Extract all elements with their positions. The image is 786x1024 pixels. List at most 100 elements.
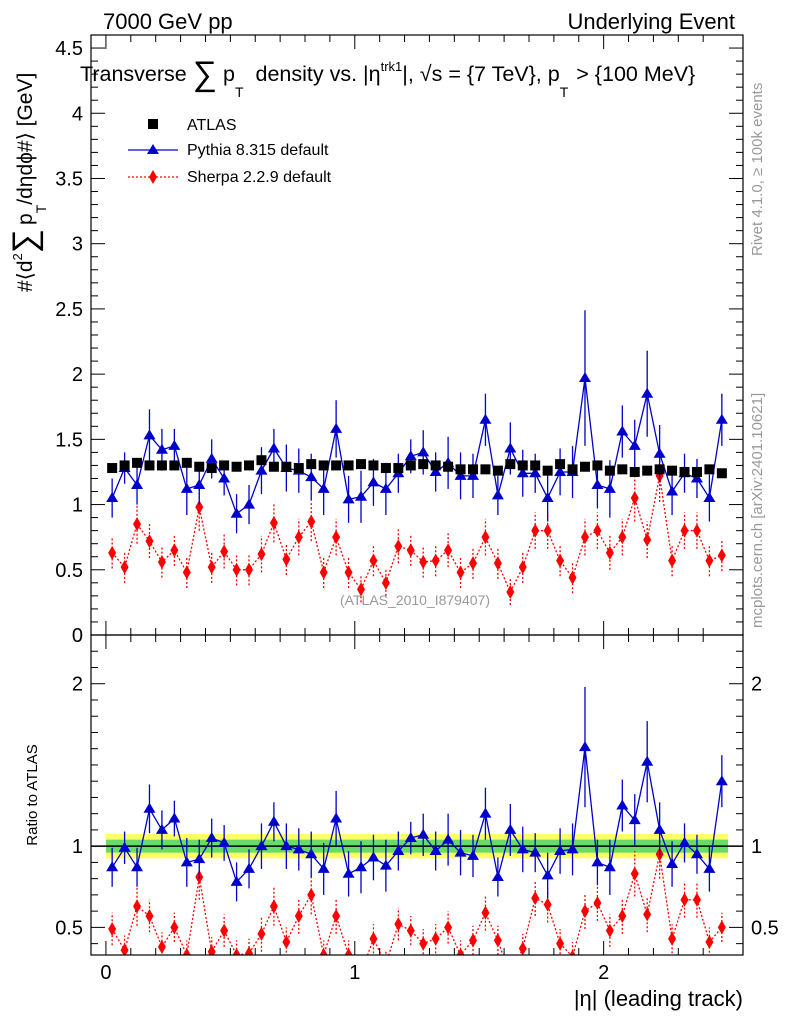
atlas-point	[356, 459, 367, 470]
sherpa-point	[643, 532, 652, 547]
sherpa-point	[705, 553, 714, 568]
atlas-point	[169, 460, 180, 471]
pythia-point	[180, 482, 193, 493]
sherpa-ratio-point	[307, 887, 316, 902]
pythia-point	[230, 507, 243, 518]
sherpa-point	[294, 530, 303, 545]
sherpa-point	[332, 530, 341, 545]
pythia-ratio-point	[454, 846, 467, 857]
atlas-point	[679, 466, 690, 477]
sherpa-point	[145, 534, 154, 549]
sherpa-point	[344, 565, 353, 580]
pythia-ratio-point	[155, 823, 168, 834]
main-y-tick-label: 0	[72, 625, 83, 647]
pythia-ratio-point	[417, 828, 430, 839]
pythia-ratio-point	[280, 840, 293, 851]
atlas-point	[530, 460, 541, 471]
pythia-point	[703, 492, 716, 503]
ratio-y-tick-label-right: 2	[751, 674, 762, 696]
ratio-y-axis-label: Ratio to ATLAS	[24, 744, 41, 845]
sherpa-ratio-point	[580, 904, 589, 919]
pythia-ratio-point	[168, 812, 181, 823]
sherpa-point	[406, 543, 415, 558]
sherpa-point	[543, 523, 552, 538]
atlas-point	[144, 460, 155, 471]
pythia-point	[131, 479, 144, 489]
atlas-point	[455, 464, 466, 475]
sherpa-point	[245, 562, 254, 577]
pythia-ratio-point	[255, 840, 268, 851]
sherpa-point	[419, 554, 428, 569]
sherpa-point	[618, 530, 627, 545]
atlas-point	[480, 464, 491, 475]
pythia-point	[267, 442, 280, 453]
legend-marker-sherpa	[149, 170, 157, 184]
pythia-point	[330, 422, 343, 433]
atlas-point	[256, 455, 267, 466]
x-tick-label: 1	[349, 962, 360, 984]
sherpa-ratio-point	[468, 933, 477, 948]
pythia-point	[554, 465, 567, 476]
sherpa-ratio-point	[344, 948, 353, 955]
atlas-point	[691, 466, 702, 477]
atlas-point	[467, 464, 478, 475]
sherpa-ratio-point	[319, 948, 328, 955]
pythia-point	[342, 493, 355, 504]
pythia-ratio-point	[703, 862, 716, 873]
atlas-point	[492, 465, 503, 476]
sherpa-point	[717, 548, 726, 563]
sherpa-point	[580, 530, 589, 545]
sherpa-point	[593, 523, 602, 538]
atlas-point	[542, 465, 553, 476]
atlas-point	[667, 465, 678, 476]
sherpa-ratio-point	[444, 920, 453, 935]
x-axis-label: |η| (leading track)	[574, 986, 743, 1011]
pythia-point	[143, 429, 156, 440]
main-y-tick-label: 1	[72, 495, 83, 517]
main-y-tick-label: 2.5	[55, 299, 83, 321]
sherpa-point	[120, 560, 129, 575]
pythia-point	[168, 439, 181, 450]
sherpa-point	[307, 514, 316, 529]
sherpa-ratio-point	[394, 917, 403, 932]
pythia-ratio-point	[603, 861, 616, 872]
atlas-point	[629, 466, 640, 477]
pythia-point	[454, 469, 467, 480]
sherpa-ratio-point	[220, 923, 229, 938]
sherpa-point	[207, 560, 216, 575]
pythia-ratio-point	[566, 843, 579, 854]
pythia-point	[205, 452, 218, 463]
sherpa-ratio-point	[245, 946, 254, 955]
sherpa-point	[357, 582, 366, 597]
pythia-ratio-point	[491, 871, 504, 882]
sherpa-ratio-point	[257, 926, 266, 941]
atlas-point	[318, 460, 329, 471]
sherpa-ratio-point	[419, 936, 428, 951]
pythia-ratio-point	[616, 799, 629, 810]
rivet-label: Rivet 4.1.0, ≥ 100k events	[749, 83, 766, 256]
sherpa-ratio-point	[717, 920, 726, 935]
sherpa-point	[269, 515, 278, 530]
atlas-point	[567, 464, 578, 475]
header-left: 7000 GeV pp	[103, 9, 233, 34]
atlas-point	[418, 459, 429, 470]
legend-label-atlas: ATLAS	[187, 117, 237, 134]
pythia-ratio-point	[516, 843, 529, 854]
sherpa-point	[493, 556, 502, 571]
atlas-point	[268, 461, 279, 472]
sherpa-point	[456, 565, 465, 580]
atlas-point	[617, 464, 628, 475]
sherpa-point	[133, 517, 142, 532]
pythia-ratio-point	[243, 862, 256, 873]
ratio-y-tick-label-left: 0.5	[55, 917, 83, 939]
pythia-point	[243, 498, 256, 509]
sherpa-ratio-point	[630, 866, 639, 881]
sherpa-ratio-point	[643, 907, 652, 922]
sherpa-point	[157, 554, 166, 569]
legend-label-sherpa: Sherpa 2.2.9 default	[187, 169, 332, 186]
pythia-ratio-point	[666, 858, 679, 869]
ratio-plot	[106, 686, 728, 955]
pythia-point	[591, 479, 604, 489]
atlas-point	[592, 460, 603, 471]
